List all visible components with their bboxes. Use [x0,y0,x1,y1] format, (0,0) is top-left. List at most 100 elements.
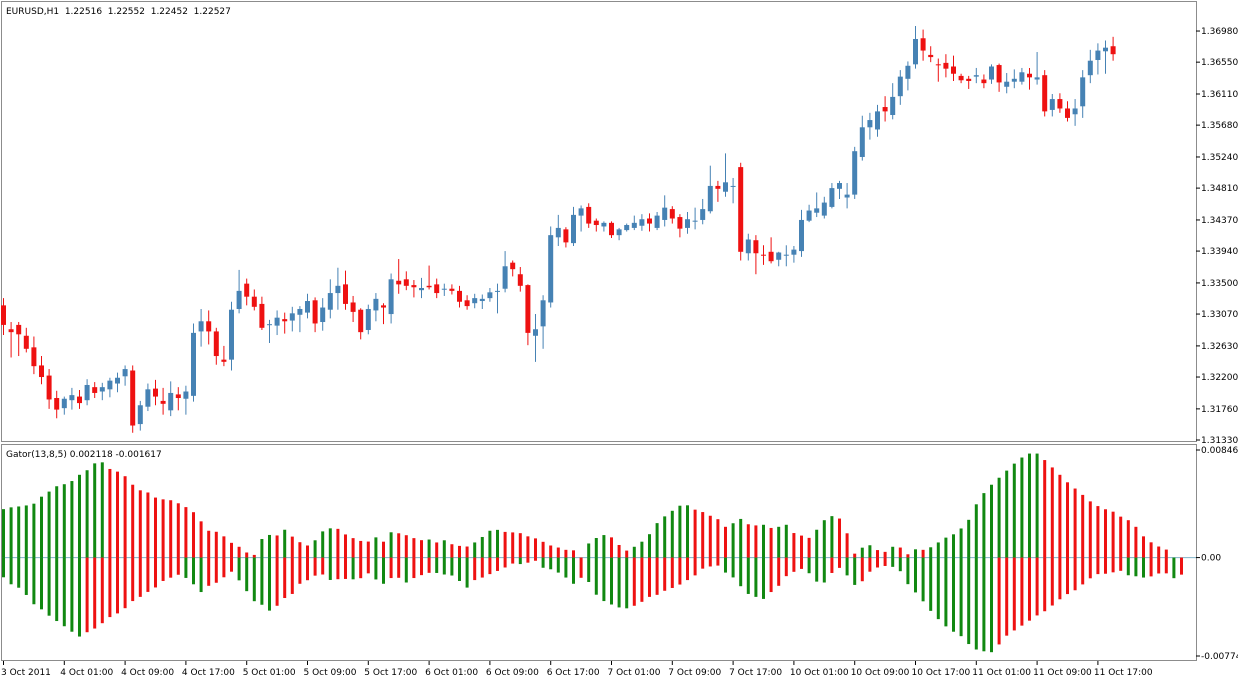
candle-body [715,185,721,189]
candle-body [867,120,873,128]
gator-upper-bar [138,490,142,558]
candle-body [130,370,136,426]
candle [449,284,455,295]
candle-body [639,219,645,226]
price-tick-label: 1.35240 [1201,153,1238,163]
gator-lower-bar [62,557,66,627]
candle-body [776,252,782,260]
candle [472,293,478,309]
candle [548,226,554,308]
candle [745,233,751,261]
gator-upper-bar [959,528,963,558]
candle-body [464,300,470,307]
gator-upper-bar [298,542,302,558]
candle [829,183,835,209]
gator-lower-bar [822,557,826,583]
candle-body [373,298,379,311]
gator-upper-bar [450,544,454,558]
candle [54,390,60,419]
gator-lower-bar [245,557,249,592]
gator-upper-bar [435,542,439,558]
gator-upper-bar [207,530,211,558]
gator-lower-bar [146,557,150,592]
gator-lower-bar [389,557,393,579]
price-header: EURUSD,H1 1.22516 1.22552 1.22452 1.2252… [6,7,231,17]
gator-upper-bar [47,491,51,558]
candle [837,180,842,199]
candle [913,25,918,69]
candle-body [426,285,432,288]
candle-body [502,266,508,289]
gator-lower-bar [465,557,469,588]
gator-upper-bar [572,550,575,558]
gator-lower-bar [435,557,439,573]
gator-lower-bar [883,557,887,566]
gator-lower-bar [1058,557,1062,600]
candle-body [221,359,227,362]
gator-upper-bar [845,533,849,558]
candle [495,283,500,314]
candle [1027,67,1032,90]
candle-body [305,301,310,313]
gator-upper-bar [1020,457,1024,558]
gator-upper-bar [40,496,43,558]
candle-body [1,305,6,325]
gator-lower-bar [526,557,530,563]
gator-lower-bar [9,557,13,585]
gator-upper-bar [746,524,750,558]
gator-lower-bar [686,557,689,581]
candle [46,369,52,409]
gator-upper-bar [670,510,674,558]
gator-lower-bar [24,557,28,595]
candle-body [23,335,29,349]
gator-lower-bar [161,557,165,581]
candle [221,345,227,367]
candle [61,396,67,415]
gator-lower-bar [602,557,606,602]
candle [411,280,417,298]
gator-lower-bar [807,557,811,574]
candle [84,379,90,406]
gator-lower-bar [207,557,211,586]
gator-lower-bar [997,557,1001,645]
candle-body [601,222,607,227]
candle [502,251,508,293]
candle-body [365,308,371,330]
gator-upper-bar [1164,549,1168,558]
candle [297,306,303,333]
gator-upper-bar [131,484,135,558]
gator-lower-bar [32,557,36,605]
gator-upper-bar [967,519,971,558]
candle [457,285,462,308]
candle [92,382,98,399]
candle-body [259,303,265,328]
gator-upper-bar [397,533,401,558]
candle-body [700,209,706,220]
gator-lower-bar [610,557,613,605]
gator-lower-bar [632,557,636,606]
time-tick-label: 5 Oct 01:00 [243,668,296,678]
gator-lower-bar [108,557,112,618]
candle-body [989,66,994,80]
gator-upper-bar [108,468,112,558]
time-tick-label: 6 Oct 17:00 [547,668,600,678]
candle [1065,101,1070,122]
gator-upper-bar [344,534,347,558]
candle-body [122,369,128,377]
candle [973,67,979,84]
candle-body [1057,99,1063,109]
gator-upper-bar [541,541,545,558]
gator-upper-bar [374,537,378,558]
gator-lower-bar [313,557,317,576]
gator-upper-bar [488,530,492,558]
candle-body [1049,99,1055,110]
candle [951,55,956,81]
gator-upper-bar [123,476,127,558]
candle [882,96,888,122]
candle [31,336,37,375]
gator-upper-bar [268,534,271,558]
gator-lower-bar [176,557,180,575]
candle [806,204,812,223]
time-tick-label: 10 Oct 09:00 [851,668,910,678]
gator-lower-bar [1028,557,1031,621]
